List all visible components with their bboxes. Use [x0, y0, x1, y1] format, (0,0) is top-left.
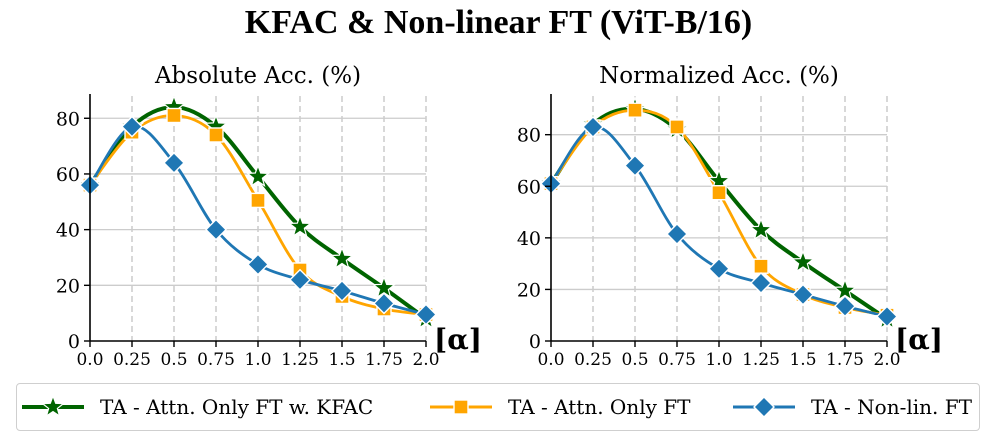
data-point-diamond [582, 115, 604, 138]
x-tick-label: 1.0 [244, 350, 271, 370]
x-axis-label: [α] [434, 323, 482, 356]
x-tick-label: 1.5 [328, 350, 355, 370]
data-point-star [329, 246, 355, 270]
x-tick-label: 1.25 [742, 350, 780, 370]
x-tick-label: 1.5 [789, 350, 816, 370]
legend-label: TA - Non-lin. FT [811, 395, 973, 419]
data-point-star [790, 249, 816, 273]
data-point-diamond [331, 279, 353, 302]
figure-title: KFAC & Non-linear FT (ViT-B/16) [244, 4, 753, 41]
data-point-diamond [205, 218, 227, 241]
x-tick-label: 2.0 [412, 350, 439, 370]
x-tick-label: 0.25 [574, 350, 612, 370]
y-tick-label: 60 [517, 176, 541, 198]
legend-marker-square [453, 399, 469, 415]
data-point-square [627, 102, 643, 118]
data-point-diamond [163, 151, 185, 174]
data-point-square [166, 107, 182, 124]
y-tick-label: 80 [56, 108, 80, 130]
data-point-diamond [666, 222, 688, 245]
y-tick-label: 80 [517, 125, 541, 147]
y-tick-label: 0 [68, 331, 80, 353]
data-point-star [245, 164, 271, 188]
data-point-diamond [289, 268, 311, 291]
panel-title: Absolute Acc. (%) [154, 63, 361, 89]
legend-label: TA - Attn. Only FT w. KFAC [100, 395, 373, 419]
data-point-star [287, 214, 313, 238]
x-tick-label: 1.75 [365, 350, 403, 370]
legend: TA - Attn. Only FT w. KFAC TA - Attn. Onl… [22, 394, 973, 419]
data-point-square [250, 192, 266, 209]
y-tick-label: 0 [529, 331, 541, 353]
x-tick-label: 0.5 [160, 350, 187, 370]
legend-label: TA - Attn. Only FT [508, 395, 691, 419]
data-point-square [208, 127, 224, 143]
data-point-diamond [373, 292, 395, 315]
y-tick-label: 40 [517, 228, 541, 250]
legend-box [16, 383, 980, 431]
data-point-square [753, 258, 769, 274]
y-tick-label: 60 [56, 164, 80, 186]
data-point-diamond [876, 305, 898, 328]
data-point-diamond [834, 295, 856, 318]
data-point-diamond [750, 271, 772, 294]
x-tick-label: 2.0 [873, 350, 900, 370]
data-point-diamond [792, 283, 814, 306]
data-point-diamond [708, 257, 730, 280]
data-point-square [711, 185, 727, 201]
data-point-diamond [121, 115, 143, 138]
x-tick-label: 0.0 [76, 350, 103, 370]
data-point-star [748, 217, 774, 241]
x-tick-label: 0.25 [113, 350, 151, 370]
chart-panel-2: 0 20 40 60 80 0.0 0.25 0.5 0.75 1.0 1.25 1.5 1.75 2.0… [517, 63, 943, 370]
data-point-diamond [415, 303, 437, 326]
data-point-diamond [247, 253, 269, 276]
x-tick-label: 0.75 [658, 350, 696, 370]
legend-marker-star [40, 394, 66, 418]
x-tick-label: 1.0 [705, 350, 732, 370]
panel-title: Normalized Acc. (%) [599, 63, 839, 89]
data-point-diamond [624, 154, 646, 177]
y-tick-label: 20 [517, 279, 541, 301]
x-tick-label: 1.75 [826, 350, 864, 370]
y-tick-label: 20 [56, 275, 80, 297]
y-tick-label: 40 [56, 220, 80, 242]
chart-panel-1: 0 20 40 60 80 0.0 0.25 0.5 0.75 1.0 1.25 1.5 1.75 2.0… [56, 63, 482, 370]
x-axis-label: [α] [895, 323, 943, 356]
data-point-square [669, 119, 685, 135]
x-tick-label: 0.0 [537, 350, 564, 370]
legend-marker-diamond [753, 396, 775, 418]
x-tick-label: 1.25 [281, 350, 319, 370]
x-tick-label: 0.5 [621, 350, 648, 370]
x-tick-label: 0.75 [197, 350, 235, 370]
